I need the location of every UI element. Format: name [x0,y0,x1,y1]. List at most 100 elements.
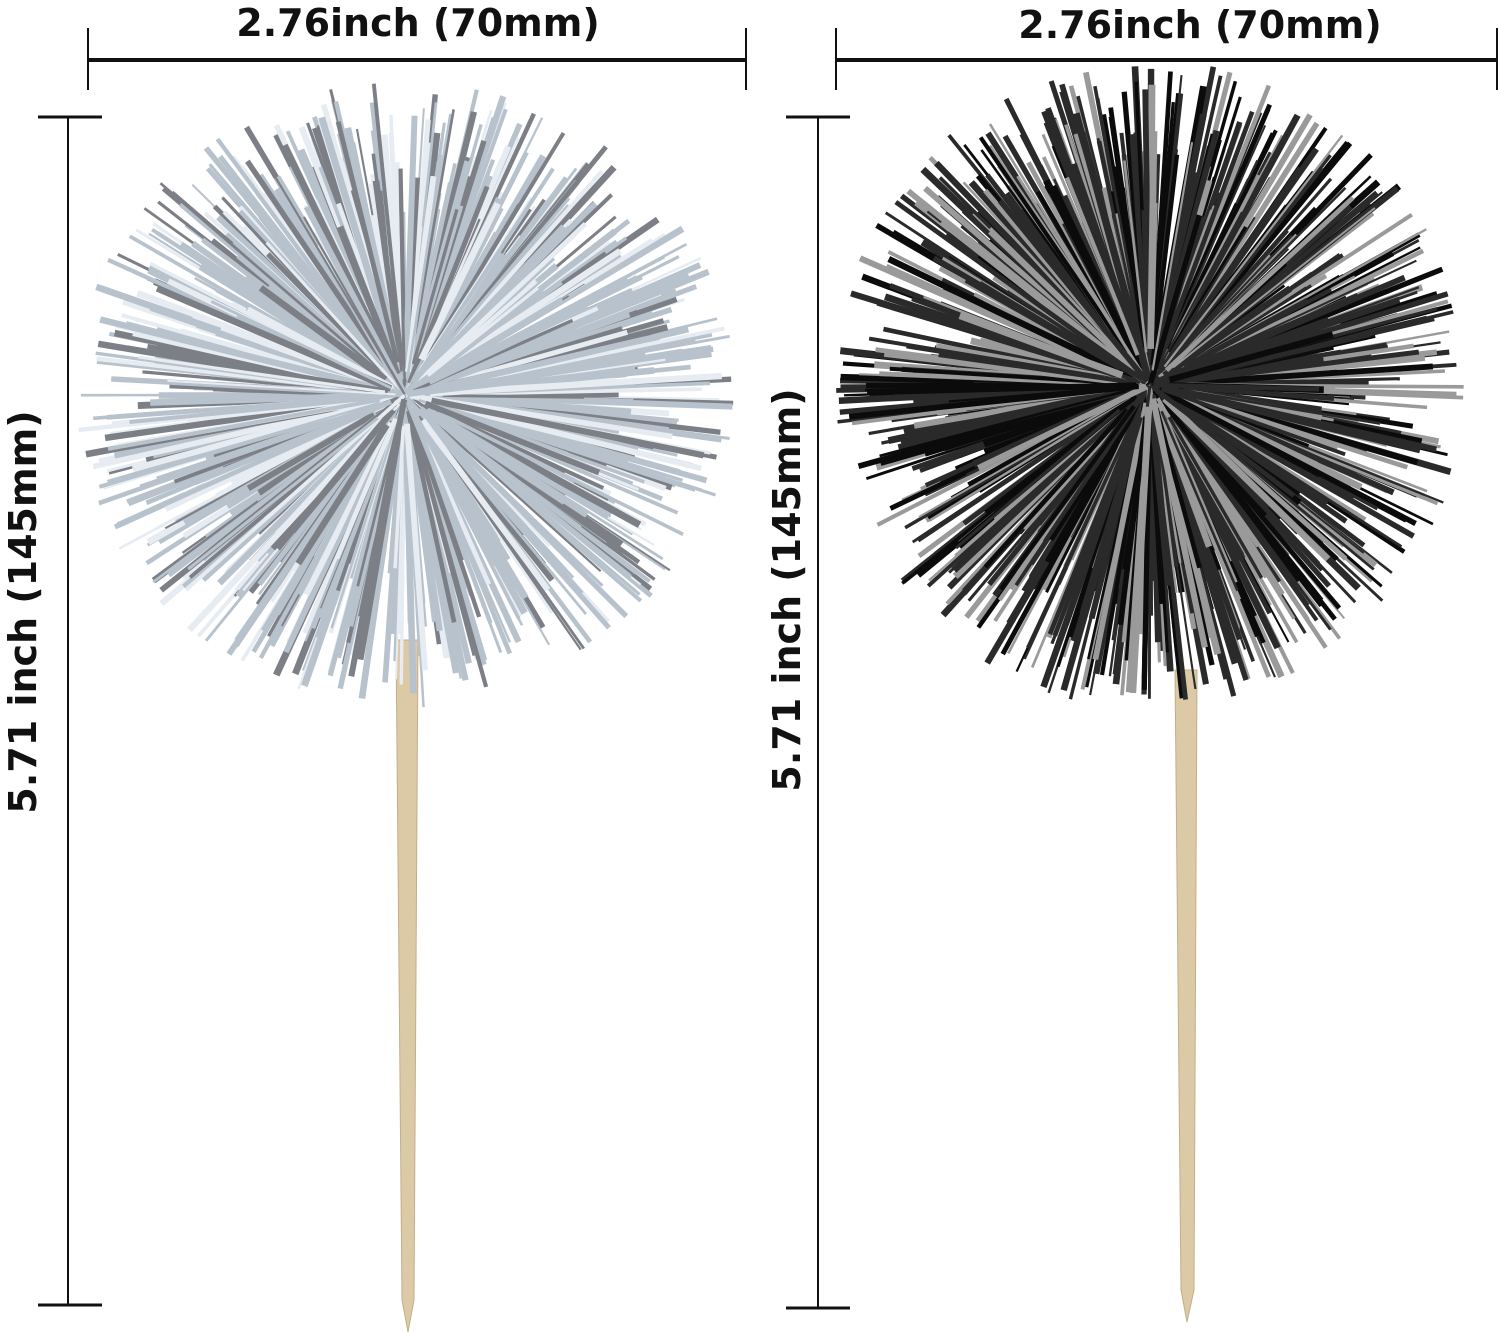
tinsel-strand [1169,166,1303,356]
tinsel-strand [1147,131,1158,349]
tinsel-strand [395,433,405,680]
tinsel-strand [1147,214,1202,384]
height-dimension-right [786,115,850,1310]
tinsel-strand [418,408,578,567]
tinsel-strand [1156,382,1320,392]
tinsel-strand [406,424,460,674]
tinsel-strand [1092,402,1150,661]
tinsel-strand [424,400,601,476]
tinsel-strand [1129,406,1153,694]
tinsel-strand [879,389,1127,458]
tinsel-strand [1170,413,1319,622]
tinsel-strand [1178,224,1340,362]
tinsel-strand [437,410,684,536]
pompom-black [836,66,1464,700]
tinsel-strand [1151,387,1324,608]
tinsel-strand [1164,196,1355,372]
tinsel-strand [442,394,585,399]
tinsel-strand [958,312,1124,379]
tinsel-strand [430,397,705,459]
height-dimension-left [38,115,102,1307]
tinsel-strand [983,407,1129,569]
tinsel-strand [402,115,418,380]
tinsel-strand [406,410,457,623]
tinsel-strand [148,232,384,382]
tinsel-strand [1164,385,1437,453]
tinsel-strand [988,227,1149,385]
tinsel-strand [1150,154,1180,366]
tinsel-strand [393,425,406,569]
width-label-right: 2.76inch (70mm) [1018,3,1381,47]
tinsel-strand [425,205,594,373]
tinsel-strand [978,136,1129,354]
tinsel-strand [404,423,428,671]
tinsel-strand [1160,385,1381,425]
tinsel-strand [303,205,406,393]
tinsel-strand [428,423,584,596]
tinsel-strand [1163,134,1344,368]
tinsel-strand [1096,98,1147,359]
tinsel-strand [419,197,571,376]
tinsel-strand [1123,160,1148,353]
tinsel-strand [1162,396,1331,562]
tinsel-strand [427,409,664,561]
tinsel-strand [410,422,489,688]
tinsel-strand [962,181,1133,367]
tinsel-strand [428,305,589,385]
tinsel-strand [334,417,398,560]
width-dimension-left [87,28,747,90]
tinsel-strand [99,316,396,396]
tinsel-strand [275,408,396,551]
tinsel-strand [409,407,521,620]
tinsel-strand [1162,285,1293,379]
tinsel-strand [277,230,396,382]
tinsel-strand [1164,216,1256,362]
tinsel-strand [418,398,696,492]
tinsel-strand [155,285,393,392]
tinsel-strand [293,425,393,634]
tinsel-strand [1016,175,1144,374]
tinsel-strand [1162,356,1324,386]
tinsel-strand [336,225,401,376]
tinsel-strand [419,406,651,584]
tinsel-strand [439,410,605,490]
tinsel-strand [98,402,379,506]
tinsel-strand [1161,387,1346,457]
tinsel-strand [1064,176,1140,356]
tinsel-strand [246,306,394,391]
tinsel-strand [136,401,380,475]
tinsel-strand [1117,416,1149,626]
tinsel-strand [418,231,499,368]
tinsel-strand [265,241,402,391]
tinsel-strand [894,200,1144,382]
tinsel-strand [107,397,381,451]
tinsel-strand [432,417,633,578]
tinsel-strand [951,396,1138,573]
tinsel-strand [1159,389,1329,507]
tinsel-strand [246,411,376,491]
width-dimension-right [835,28,1498,90]
tinsel-strand [187,416,379,571]
tinsel-strand [258,285,388,383]
tinsel-strand [1072,112,1151,376]
tinsel-strand [131,395,396,472]
tinsel-strand [215,137,388,369]
tinsel-strand [1167,416,1264,579]
tinsel-strand [1065,409,1143,626]
tinsel-strand [1175,397,1321,478]
tinsel-strand [887,256,1134,380]
height-label-left: 5.71 inch (145mm) [1,410,45,813]
tinsel-strand [318,116,401,368]
stick-silver [395,639,419,1333]
tinsel-strand [398,195,407,386]
tinsel-strand [997,199,1150,384]
tinsel-strand [1158,395,1342,610]
tinsel-strand [1172,207,1376,369]
tinsel-strand [1154,125,1267,374]
tinsel-strand [303,421,395,596]
tinsel-strand [138,399,392,519]
tinsel-strand [406,175,436,367]
tinsel-strand [330,405,403,629]
stick-black [1174,669,1198,1323]
